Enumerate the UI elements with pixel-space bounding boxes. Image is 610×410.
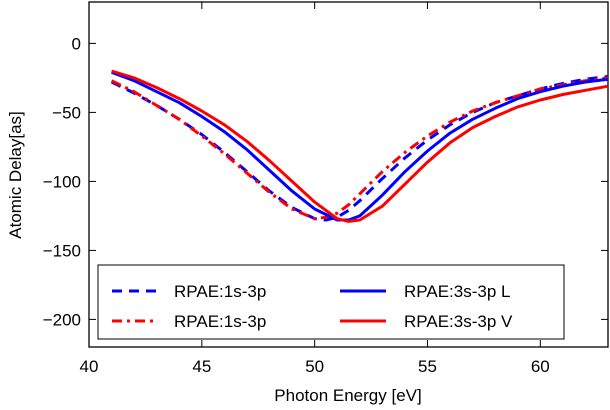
legend: RPAE:1s-3p RPAE:1s-3p RPAE:3s-3p L RPAE:…	[97, 264, 565, 340]
x-tick-label: 50	[305, 357, 324, 376]
legend-box	[97, 264, 565, 340]
series-line-4	[111, 69, 609, 223]
series-group	[110, 69, 609, 223]
tick-group: 40 45 50 55 60 0 −50 −100 −150 −200	[43, 2, 608, 376]
y-axis-label: Atomic Delay[as]	[6, 111, 25, 239]
y-tick-label: −50	[52, 103, 81, 122]
series-line-1	[110, 75, 609, 222]
y-tick-label: −200	[43, 310, 81, 329]
x-axis-label: Photon Energy [eV]	[274, 386, 421, 405]
y-tick-label: −150	[43, 241, 81, 260]
legend-label-3s-3p-l: RPAE:3s-3p L	[404, 282, 510, 301]
series-line-2	[110, 76, 609, 221]
legend-label-1s-3p-red: RPAE:1s-3p	[174, 312, 266, 331]
plot-frame	[88, 1, 609, 348]
x-tick-label: 55	[418, 357, 437, 376]
legend-label-1s-3p-blue: RPAE:1s-3p	[174, 282, 266, 301]
y-tick-label: 0	[72, 34, 81, 53]
series-line-3	[111, 70, 609, 222]
x-tick-label: 40	[80, 357, 99, 376]
x-tick-label: 45	[192, 357, 211, 376]
legend-label-3s-3p-v: RPAE:3s-3p V	[404, 312, 513, 331]
y-tick-label: −100	[43, 172, 81, 191]
x-tick-label: 60	[531, 357, 550, 376]
